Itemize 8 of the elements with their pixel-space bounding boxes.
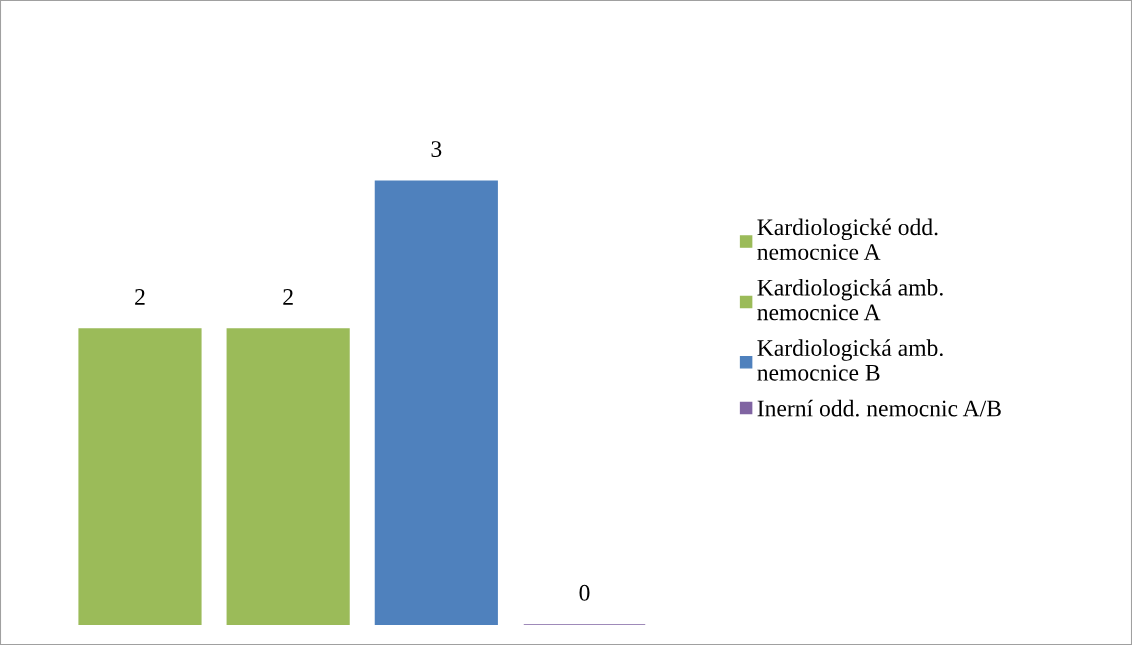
data-label: 2 [283,289,293,305]
data-label: 0 [579,584,590,601]
legend-label: Inerní odd. nemocnic A/B [757,399,1001,417]
legend-label: Kardiologická amb. nemocnice B [757,339,943,381]
legend-label: Kardiologické odd. nemocnice A [757,218,938,260]
data-label: 3 [431,141,442,157]
legend-label: Kardiologická amb. nemocnice A [757,278,943,321]
data-label: 2 [135,289,145,305]
